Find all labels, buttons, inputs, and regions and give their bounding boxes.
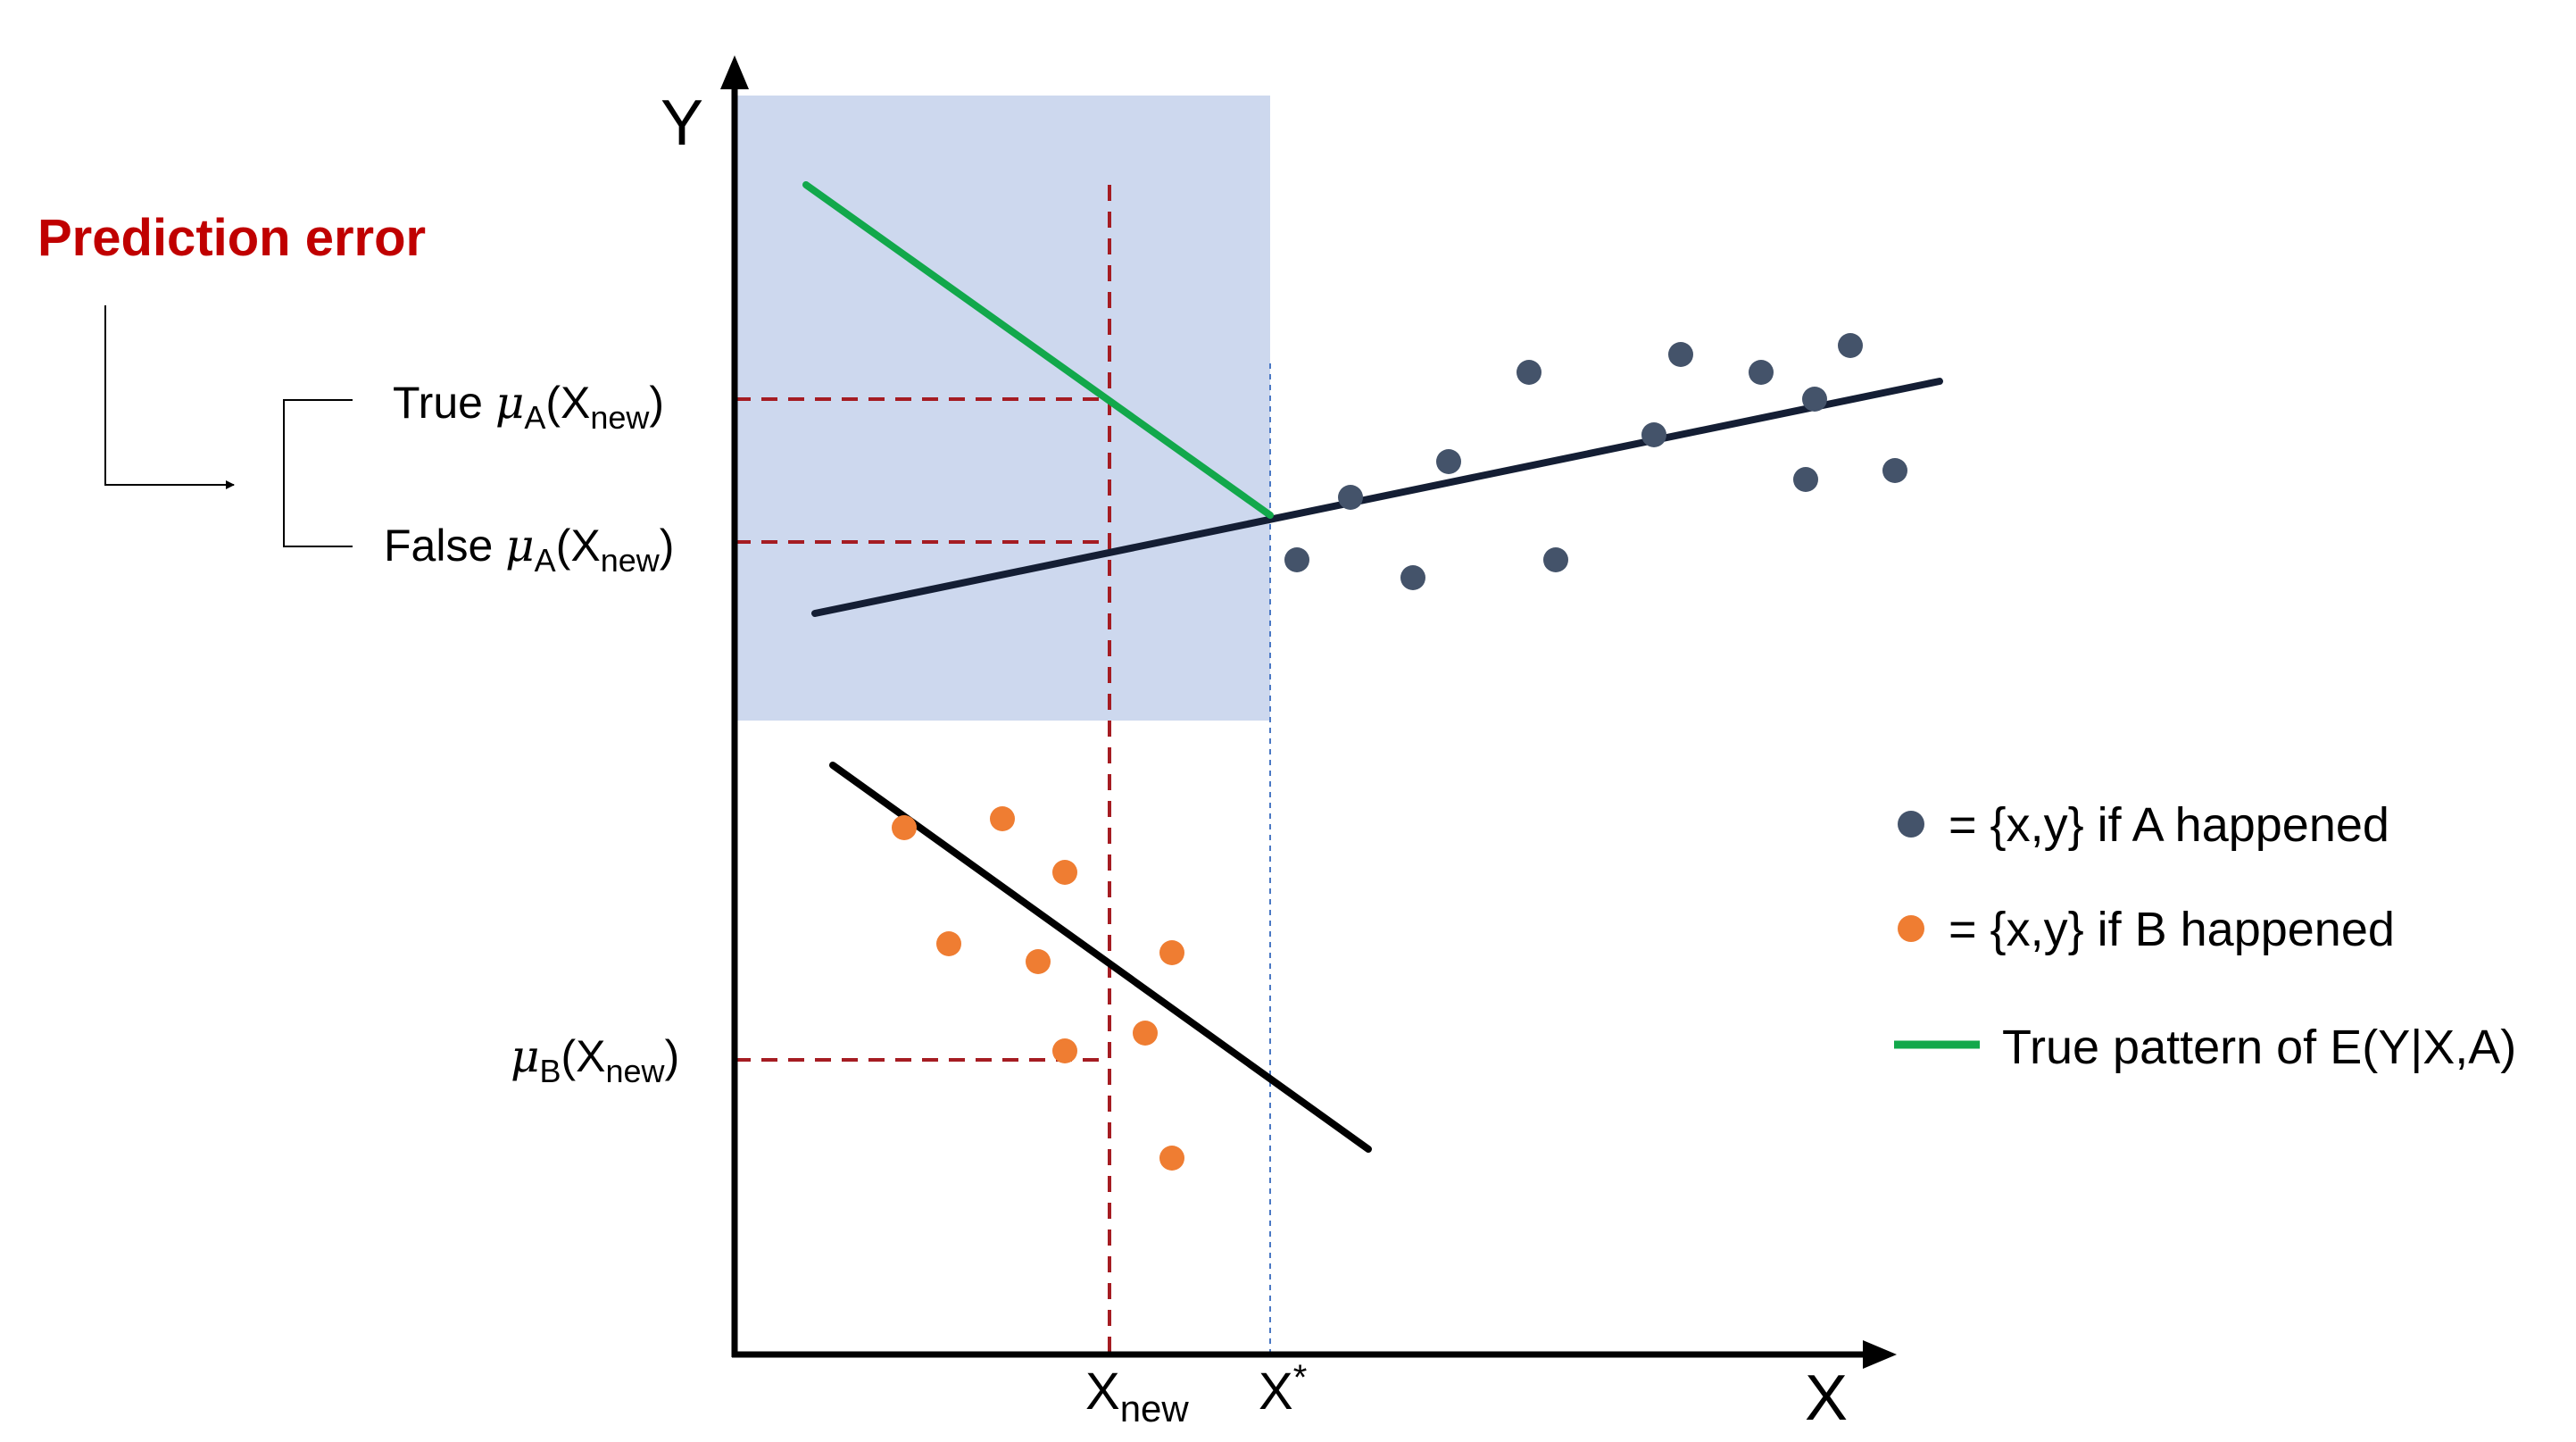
prediction-error-title: Prediction error <box>37 209 426 267</box>
mu-b-label: μB(Xnew) <box>511 1030 679 1089</box>
point-a-3 <box>1400 565 1425 590</box>
point-a-9 <box>1749 360 1774 385</box>
legend-item-true-pattern: True pattern of E(Y|X,A) <box>2002 1021 2516 1074</box>
point-b-2 <box>990 806 1015 831</box>
point-a-2 <box>1338 485 1363 510</box>
point-a-11 <box>1793 467 1818 492</box>
point-a-8 <box>1668 342 1693 367</box>
x-axis <box>732 1340 1897 1369</box>
y-axis <box>720 55 749 1357</box>
point-a-4 <box>1436 449 1461 474</box>
dark-dot-icon <box>1898 811 1924 838</box>
point-b-7 <box>1052 1038 1077 1063</box>
point-b-5 <box>1026 949 1051 974</box>
point-a-5 <box>1543 547 1568 572</box>
point-a-10 <box>1802 387 1827 412</box>
x-new-tick-label: Xnew <box>1085 1363 1189 1429</box>
legend-item-a: = {x,y} if A happened <box>1949 798 2389 852</box>
prediction-error-arrow-icon <box>104 305 235 489</box>
x-star-tick-label: X* <box>1259 1358 1307 1421</box>
fit-line-b <box>829 762 1372 1153</box>
bracket-connector <box>283 399 353 547</box>
point-a-12 <box>1838 333 1863 358</box>
true-mu-a-label: True μA(Xnew) <box>393 377 664 436</box>
series-a-points <box>1284 333 1907 590</box>
orange-dot-icon <box>1898 915 1924 942</box>
false-mu-a-label: False μA(Xnew) <box>384 520 674 579</box>
point-a-1 <box>1284 547 1309 572</box>
point-a-13 <box>1882 458 1907 483</box>
y-axis-label: Y <box>661 88 703 159</box>
point-b-3 <box>1052 860 1077 885</box>
point-a-7 <box>1641 422 1666 447</box>
point-b-9 <box>1159 1146 1184 1171</box>
point-b-4 <box>936 931 961 956</box>
point-b-6 <box>1159 940 1184 965</box>
point-b-1 <box>892 815 917 840</box>
fit-line-a <box>811 378 1943 617</box>
point-a-6 <box>1517 360 1541 385</box>
point-b-8 <box>1133 1021 1158 1046</box>
series-b-points <box>892 806 1184 1171</box>
legend: = {x,y} if A happened = {x,y} if B happe… <box>1894 798 2516 1074</box>
true-pattern-line <box>802 181 1274 519</box>
x-axis-label: X <box>1805 1363 1848 1434</box>
legend-item-b: = {x,y} if B happened <box>1949 903 2395 956</box>
